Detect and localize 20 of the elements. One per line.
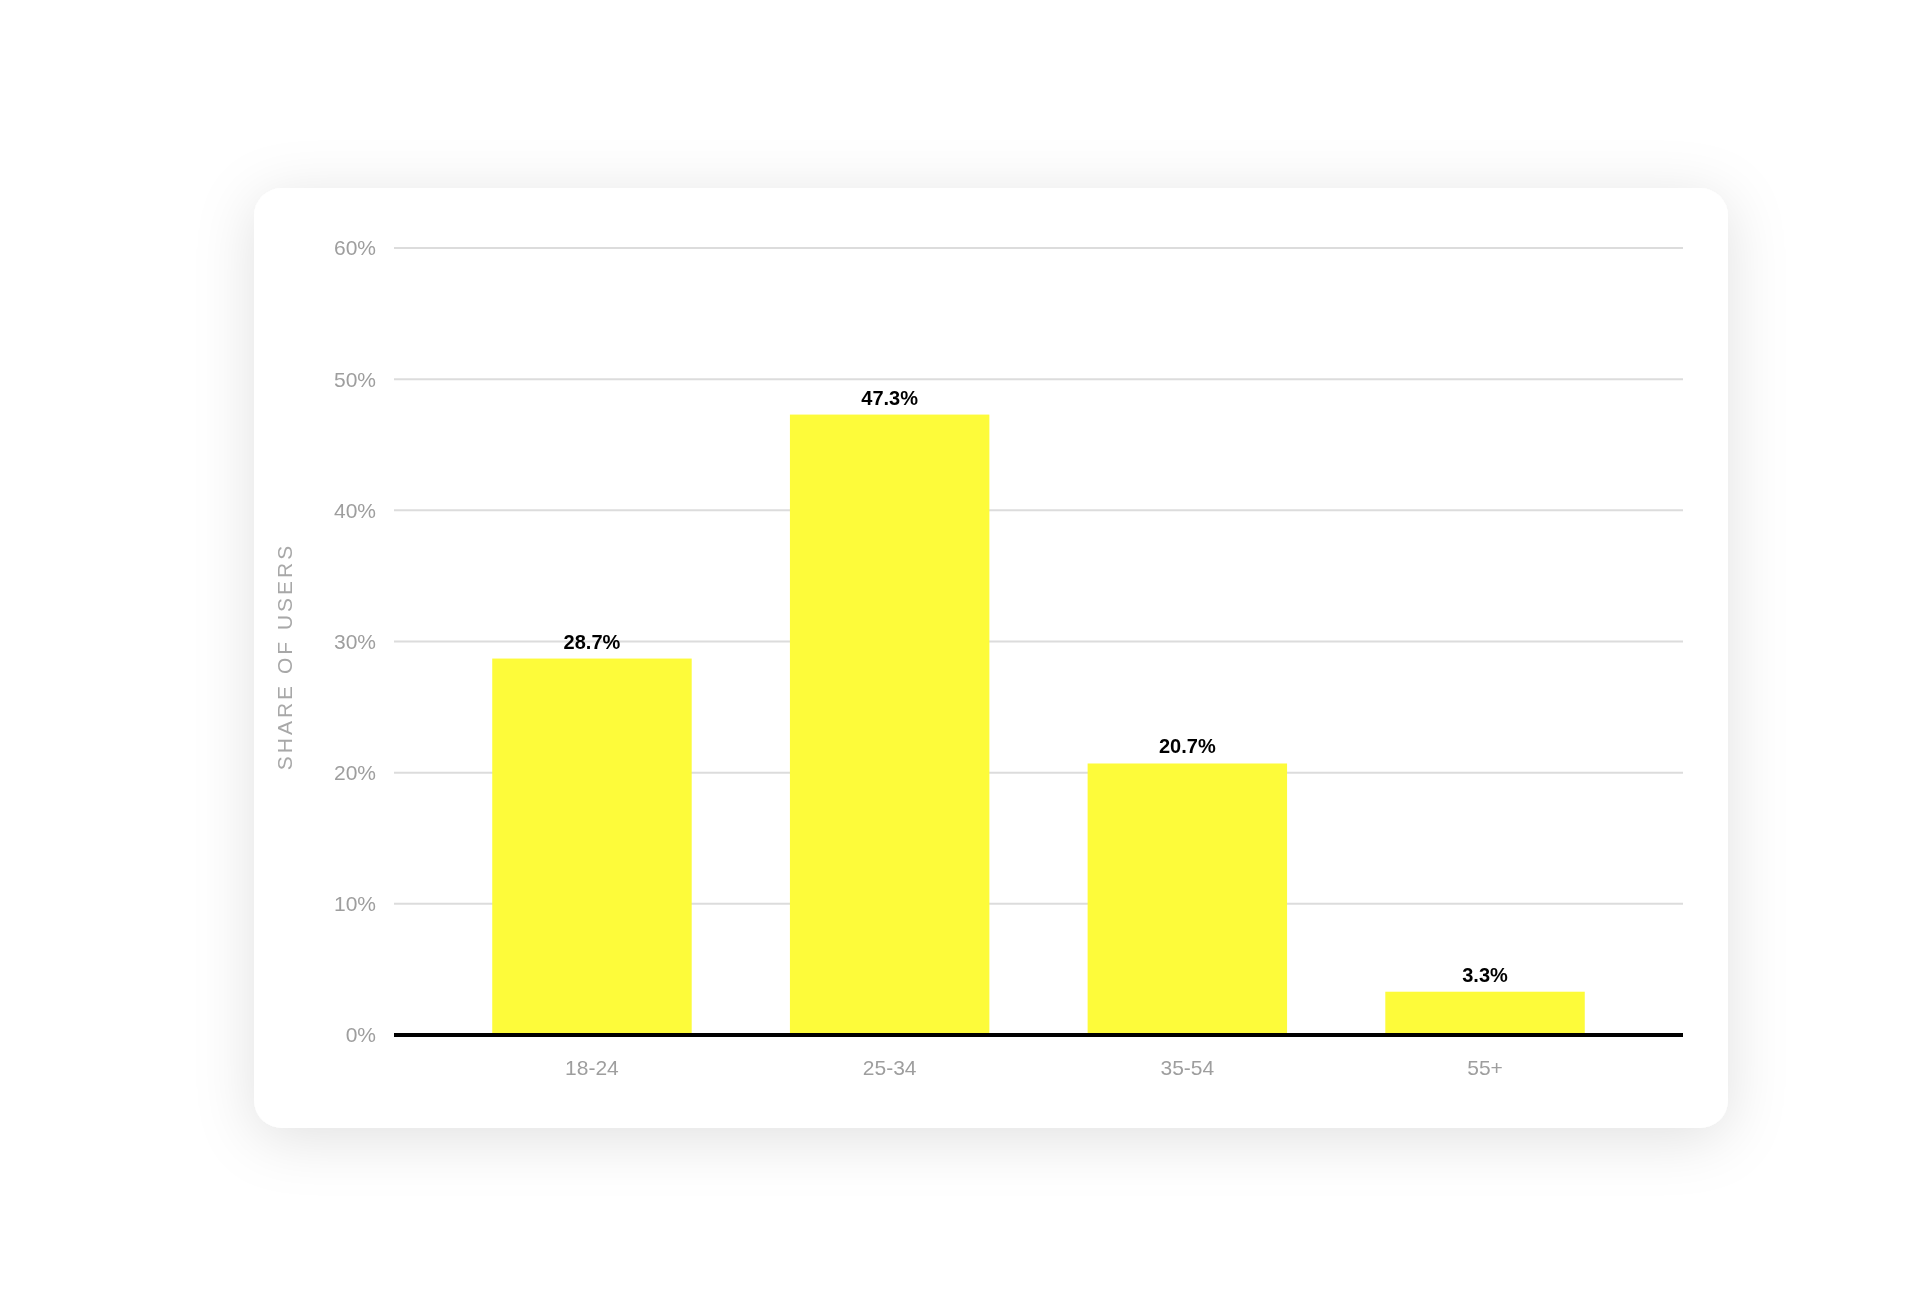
data-label: 47.3% [861,386,919,409]
y-tick-label: 10% [333,892,376,916]
bar [1087,763,1288,1035]
bar [1385,991,1585,1035]
x-tick-label: 25-34 [862,1056,917,1079]
data-label: 20.7% [1158,735,1216,758]
y-tick-label: 50% [333,367,376,391]
bar [492,658,692,1035]
x-tick-label: 18-24 [565,1056,620,1079]
y-tick-label: 60% [333,236,376,260]
y-tick-label: 40% [333,498,376,522]
y-tick-label: 0% [345,1023,376,1047]
x-tick-label: 35-54 [1160,1056,1215,1079]
bar [789,414,990,1035]
data-label: 3.3% [1462,963,1509,986]
x-tick-label: 55+ [1467,1056,1503,1079]
data-label: 28.7% [563,630,621,653]
y-axis-title: SHARE OF USERS [273,542,296,771]
y-tick-label: 20% [333,761,376,785]
y-tick-label: 30% [333,629,376,653]
